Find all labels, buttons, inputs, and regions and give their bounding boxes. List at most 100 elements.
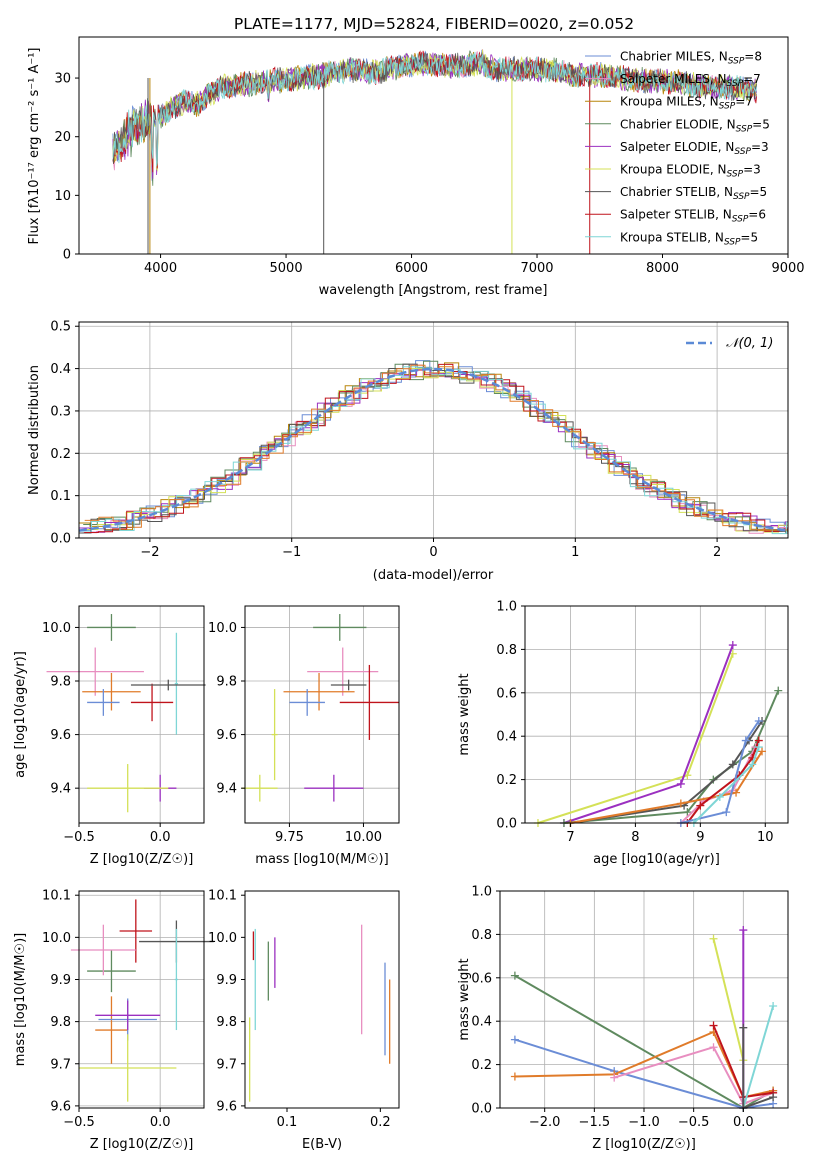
xtick-label: 0.0 [733, 1115, 754, 1130]
weight-marker [758, 747, 767, 756]
weight-marker [709, 1043, 718, 1052]
weight-line [742, 1005, 775, 1109]
xtick-label: −0.5 [63, 830, 95, 845]
spectrum-ytick-label: 30 [54, 72, 71, 87]
ytick-label: 9.7 [50, 1057, 71, 1072]
weight-marker [722, 808, 731, 817]
weight-line [712, 938, 745, 1061]
legend-entry: Salpeter STELIB, NSSP=6 [620, 208, 766, 225]
legend-normal-label: 𝒩(0, 1) [726, 336, 773, 351]
ytick-label: 10.1 [208, 889, 237, 904]
frame [524, 605, 789, 824]
axes: 0.1 0.2 9.6 9.7 9.8 9.9 10.0 10.1 E(B-V) [208, 889, 400, 1152]
weight-marker [769, 1093, 778, 1102]
marks [70, 899, 214, 1102]
weight-marker [739, 1023, 748, 1032]
weight-line [514, 1038, 774, 1110]
ytick-label: 9.8 [50, 675, 71, 690]
xtick-label: 0.1 [277, 1115, 298, 1130]
ytick-label: 9.4 [50, 782, 71, 797]
weight-line [613, 1046, 774, 1105]
spectrum-traces [112, 49, 757, 254]
weight-marker [709, 934, 718, 943]
frame [244, 605, 400, 824]
ytick-label: 0.4 [496, 730, 517, 745]
marks [249, 924, 391, 1102]
histogram-ytick-label: 0.4 [50, 362, 71, 377]
xtick-label: 8 [631, 830, 639, 845]
ytick-label: 0.4 [471, 1015, 492, 1030]
mass-weight-vs-age-panel: 7 8 9 10 0.0 0.2 0.4 0.6 0.8 1.0 age [log10(age/yr… [457, 600, 789, 867]
spectrum-xtick-label: 8000 [646, 261, 679, 276]
xlabel: Z [log10(Z/Z☉)] [592, 1137, 696, 1152]
spectrum-xtick-label: 5000 [270, 261, 303, 276]
weight-marker [739, 926, 748, 935]
ytick-label: 9.6 [216, 1099, 237, 1114]
spectrum-xtick-label: 9000 [771, 261, 804, 276]
grid [245, 606, 399, 823]
weight-marker [683, 808, 692, 817]
weight-line [680, 720, 760, 824]
xtick-label: 10 [757, 830, 774, 845]
xtick-label: −1.0 [628, 1115, 660, 1130]
histogram-ytick-label: 0.5 [50, 320, 71, 335]
xlabel: Z [log10(Z/Z☉)] [90, 1137, 194, 1152]
ytick-label: 9.8 [216, 675, 237, 690]
ytick-label: 0.8 [496, 643, 517, 658]
xtick-label: −2.0 [529, 1115, 561, 1130]
ytick-label: 10.1 [42, 889, 71, 904]
spectrum-ylabel: Flux [fλ10⁻¹⁷ erg cm⁻² s⁻¹ A⁻¹] [27, 48, 42, 245]
marks [533, 641, 783, 827]
xlabel: Z [log10(Z/Z☉)] [90, 852, 194, 867]
xlabel: age [log10(age/yr)] [593, 852, 720, 867]
weight-marker [748, 760, 757, 769]
weight-marker [610, 1073, 619, 1082]
ytick-label: 10.0 [208, 931, 237, 946]
xtick-label: −1.5 [579, 1115, 611, 1130]
spectrum-ytick-label: 20 [54, 130, 71, 145]
ytick-label: 0.8 [471, 928, 492, 943]
legend-entry: Chabrier ELODIE, NSSP=5 [620, 117, 770, 134]
weight-marker [709, 1021, 718, 1030]
weight-marker [741, 736, 750, 745]
histogram-ytick-label: 0.3 [50, 404, 71, 419]
age-vs-Z-panel: −0.5 0.0 9.4 9.6 9.8 10.0 Z [log10(Z/Z☉)] age [… [13, 605, 206, 867]
spectrum-xtick-label: 6000 [395, 261, 428, 276]
mass-weight-vs-Z-panel: −2.0 −1.5 −1.0 −0.5 0.0 0.0 0.2 0.4 0.6 0.8 1.0 Z [… [457, 885, 789, 1152]
axes: −2.0 −1.5 −1.0 −0.5 0.0 0.0 0.2 0.4 0.6 0.8 1.0 Z [… [457, 885, 789, 1152]
weight-line [686, 740, 760, 824]
legend-entry: Kroupa ELODIE, NSSP=3 [620, 163, 761, 180]
xtick-label: −0.5 [678, 1115, 710, 1130]
mass-vs-ebv-panel: 0.1 0.2 9.6 9.7 9.8 9.9 10.0 10.1 E(B-V) [208, 889, 400, 1152]
ytick-label: 10.0 [42, 931, 71, 946]
xlabel: mass [log10(M/M☉)] [255, 852, 388, 867]
weight-marker [754, 717, 763, 726]
xtick-label: 9.75 [275, 830, 304, 845]
weight-marker [676, 779, 685, 788]
ytick-label: 1.0 [496, 600, 517, 615]
spectrum-trace [112, 51, 757, 167]
weight-marker [728, 760, 737, 769]
weight-marker [732, 788, 741, 797]
xtick-label: 0.2 [370, 1115, 391, 1130]
weight-marker [510, 1072, 519, 1081]
xtick-label: 0.0 [150, 830, 171, 845]
ytick-label: 9.7 [216, 1057, 237, 1072]
weight-marker [769, 1002, 778, 1011]
grid [78, 606, 204, 823]
histogram-steps [79, 360, 788, 535]
ytick-label: 9.6 [50, 1099, 71, 1114]
ytick-label: 10.0 [42, 621, 71, 636]
small-panels: −0.5 0.0 9.4 9.6 9.8 10.0 Z [log10(Z/Z☉)] age [… [13, 600, 789, 1152]
legend-entry: Salpeter MILES, NSSP=7 [620, 72, 761, 89]
ytick-label: 9.6 [50, 728, 71, 743]
axes: −0.5 0.0 9.6 9.7 9.8 9.9 10.0 10.1 Z [log10(Z/Z☉… [13, 889, 205, 1152]
ytick-label: 0.2 [471, 1058, 492, 1073]
ytick-label: 0.6 [496, 686, 517, 701]
normal-curve [78, 367, 789, 532]
ylabel: mass weight [457, 673, 472, 755]
histogram-panel: −2 −1 0 1 2 0.0 0.1 0.2 0.3 0.4 0.5 𝒩(0, 1) (data-… [27, 320, 789, 583]
grid [78, 891, 204, 1108]
spectrum-axes: 4000 5000 6000 7000 8000 9000 0 10 20 30 [54, 72, 804, 276]
